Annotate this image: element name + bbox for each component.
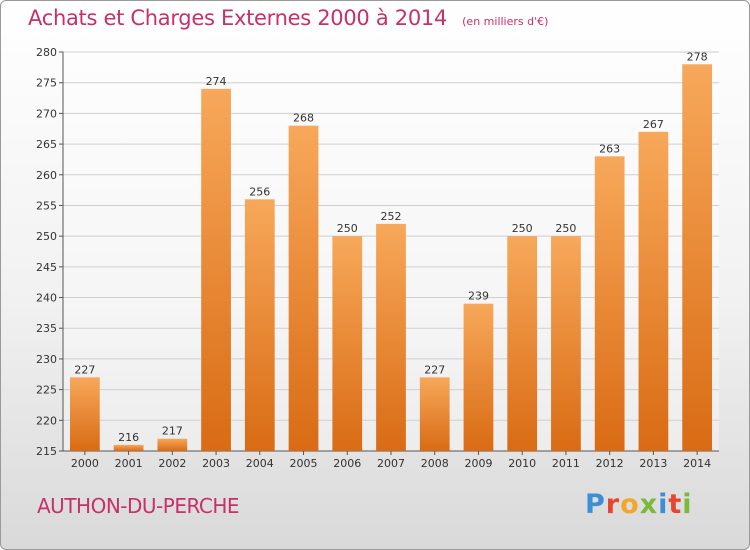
x-tick-label: 2008 <box>421 457 449 470</box>
bar <box>113 444 144 451</box>
x-tick-label: 2012 <box>596 457 624 470</box>
x-tick-label: 2004 <box>246 457 274 470</box>
y-tick-label: 260 <box>36 169 57 182</box>
bar <box>419 377 450 451</box>
x-tick-label: 2011 <box>552 457 580 470</box>
data-label: 250 <box>512 222 533 235</box>
commune-name: AUTHON-DU-PERCHE <box>37 494 240 518</box>
data-label: 250 <box>555 222 576 235</box>
y-tick-label: 230 <box>36 353 57 366</box>
y-tick-label: 265 <box>36 138 57 151</box>
x-tick-label: 2014 <box>683 457 711 470</box>
y-tick-label: 250 <box>36 230 57 243</box>
x-tick-label: 2013 <box>639 457 667 470</box>
y-tick-label: 215 <box>36 445 57 458</box>
x-tick-label: 2009 <box>464 457 492 470</box>
x-tick-label: 2005 <box>290 457 318 470</box>
logo-letter: x <box>639 489 659 520</box>
y-tick-label: 245 <box>36 261 57 274</box>
logo-letter: o <box>620 489 640 520</box>
logo-letter: P <box>585 489 606 520</box>
data-label: 250 <box>337 222 358 235</box>
title-row: Achats et Charges Externes 2000 à 2014 (… <box>28 6 548 30</box>
logo-letter: t <box>668 489 683 520</box>
data-label: 267 <box>643 118 664 131</box>
bar <box>638 131 669 452</box>
data-label: 227 <box>74 363 95 376</box>
y-tick-label: 235 <box>36 322 57 335</box>
y-tick-label: 255 <box>36 199 57 212</box>
y-tick-label: 280 <box>36 46 57 59</box>
chart-unit: (en milliers d'€) <box>462 15 549 28</box>
y-tick-label: 225 <box>36 384 57 397</box>
x-tick-label: 2000 <box>71 457 99 470</box>
bar <box>332 236 363 451</box>
data-label: 274 <box>206 75 227 88</box>
data-label: 263 <box>599 142 620 155</box>
x-tick-label: 2002 <box>158 457 186 470</box>
data-label: 278 <box>687 50 708 63</box>
bar <box>682 64 713 452</box>
data-label: 227 <box>424 363 445 376</box>
bar <box>244 199 275 451</box>
proxiti-logo[interactable]: Proxiti <box>585 489 693 520</box>
x-tick-label: 2001 <box>115 457 143 470</box>
x-tick-label: 2007 <box>377 457 405 470</box>
data-label: 268 <box>293 112 314 125</box>
x-tick-label: 2006 <box>333 457 361 470</box>
x-tick-label: 2010 <box>508 457 536 470</box>
y-tick-label: 220 <box>36 414 57 427</box>
y-tick-label: 275 <box>36 77 57 90</box>
bar <box>376 223 406 451</box>
data-label: 239 <box>468 290 489 303</box>
bar <box>594 156 625 451</box>
bar <box>463 303 494 451</box>
data-label: 217 <box>162 425 183 438</box>
data-label: 256 <box>249 185 270 198</box>
data-label: 216 <box>118 431 139 444</box>
bar <box>157 438 188 451</box>
chart-title: Achats et Charges Externes 2000 à 2014 <box>28 6 448 30</box>
bar <box>507 236 538 451</box>
bar <box>69 377 100 451</box>
logo-letter: i <box>658 489 669 520</box>
bar <box>551 236 581 451</box>
bar <box>201 88 231 451</box>
y-tick-label: 240 <box>36 292 57 305</box>
data-label: 252 <box>381 210 402 223</box>
x-tick-label: 2003 <box>202 457 230 470</box>
bar <box>288 125 319 452</box>
logo-letter: r <box>605 489 621 520</box>
y-tick-label: 270 <box>36 107 57 120</box>
logo-letter: i <box>682 489 693 520</box>
